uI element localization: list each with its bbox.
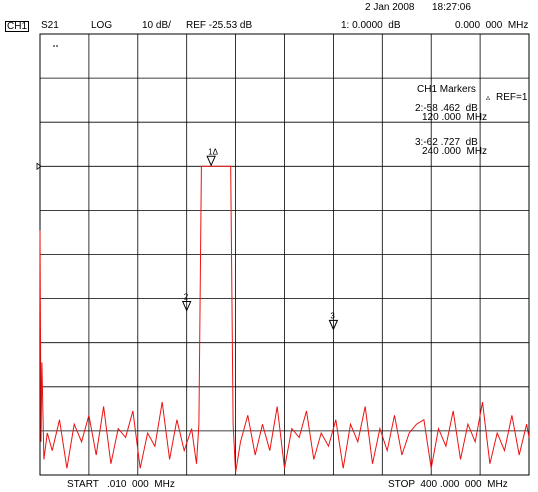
marker-2-label: 2 [184,293,189,302]
marker-2-icon [181,301,192,312]
reference-level-icon [36,162,42,171]
marker-3-frequency: 240 .000 MHz [422,146,488,157]
stop-frequency: STOP 400 .000 000 MHz [388,479,508,490]
ref-marker-label: REF=1 [496,92,528,103]
marker-2-value: 2:-58 .462 dB [415,103,478,114]
marker-3-icon [328,319,339,331]
reference-label: REF -25.53 dB [186,20,253,31]
active-marker-value: 1: 0.0000 dB [341,20,401,31]
markers-panel-title: CH1 Markers [417,84,476,95]
channel-indicator[interactable]: CH1 [5,21,30,32]
time-label: 18:27:06 [432,2,471,13]
marker-2-frequency: 120 .000 MHz [422,112,488,123]
marker-1-icon [206,155,216,167]
delta-icon: ▵ [486,93,491,102]
format-label: LOG [91,20,113,31]
marker-3-value: 3:-62 .727 dB [415,137,478,148]
active-marker-frequency: 0.000 000 MHz [455,20,529,31]
start-frequency: START .010 000 MHz [67,479,175,490]
measurement-label: S21 [41,20,59,31]
trace-line [39,165,530,473]
scale-label: 10 dB/ [142,20,171,31]
marker-3-label: 3 [330,311,335,320]
marker-1-label: 1Δ [208,147,218,156]
date-label: 2 Jan 2008 [365,2,415,13]
